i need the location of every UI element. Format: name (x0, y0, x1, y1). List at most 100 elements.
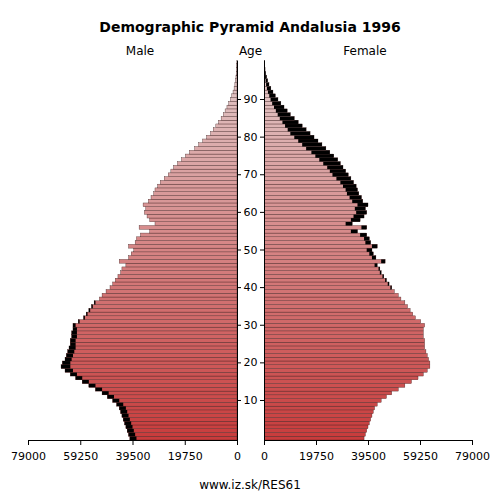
bar (225, 109, 237, 113)
excess (70, 342, 75, 346)
bar (264, 293, 398, 297)
excess (369, 252, 373, 256)
bar (264, 195, 361, 199)
excess (364, 237, 369, 241)
bar (113, 282, 237, 286)
excess (274, 105, 284, 109)
excess (84, 316, 85, 320)
tick (237, 400, 241, 401)
bar (264, 286, 392, 290)
bar (264, 169, 346, 173)
bar (264, 282, 389, 286)
excess (340, 180, 353, 184)
excess (350, 195, 362, 199)
excess (76, 376, 83, 380)
bar (102, 391, 237, 395)
bar (264, 199, 363, 203)
bar (264, 177, 351, 181)
bar (136, 237, 237, 241)
bar (86, 312, 237, 316)
bar (177, 162, 237, 166)
bar (264, 391, 392, 395)
bar (264, 432, 365, 436)
age-label: 30 (244, 319, 258, 332)
tick-label: 39500 (116, 450, 151, 463)
bar (107, 395, 237, 399)
excess (351, 218, 360, 222)
bar (95, 387, 237, 391)
tick-mark (260, 137, 264, 138)
excess (385, 278, 386, 282)
bar (264, 248, 372, 252)
bar (94, 301, 237, 305)
bar (264, 165, 343, 169)
bar (213, 128, 237, 132)
excess (361, 226, 366, 230)
bar (125, 421, 237, 425)
excess (327, 165, 343, 169)
bar (73, 327, 237, 331)
bar (264, 421, 369, 425)
bar (143, 203, 237, 207)
tick-label: 39500 (351, 450, 386, 463)
bar (151, 195, 237, 199)
bar (207, 135, 237, 139)
bar (129, 256, 237, 260)
bar (221, 116, 237, 120)
bar (264, 139, 318, 143)
excess (343, 184, 356, 188)
bar (264, 241, 371, 245)
bar (118, 274, 237, 278)
bar (102, 293, 237, 297)
bar (150, 229, 237, 233)
bar (129, 432, 237, 436)
tick: 39500 (116, 440, 151, 463)
bar (70, 342, 237, 346)
bar (264, 147, 326, 151)
series-1 (264, 60, 430, 440)
bar (148, 199, 237, 203)
bar (264, 229, 357, 233)
tick-mark (237, 212, 241, 213)
bar (264, 365, 430, 369)
bar (155, 222, 237, 226)
bar (235, 83, 237, 87)
bar (264, 218, 360, 222)
axis-line (29, 441, 238, 446)
bar (91, 305, 237, 309)
bar (70, 372, 237, 376)
tick (260, 287, 264, 288)
bar (70, 338, 237, 342)
excess (381, 259, 385, 263)
tick-mark (260, 99, 264, 100)
bar (264, 259, 385, 263)
bar (199, 143, 237, 147)
tick-mark (28, 440, 29, 445)
bar (264, 308, 410, 312)
bar (264, 425, 368, 429)
tick-mark (472, 440, 473, 445)
bar (264, 327, 423, 331)
tick: 59250 (403, 440, 438, 463)
bar (264, 173, 348, 177)
excess (388, 282, 389, 286)
bar (216, 124, 237, 128)
axis-line (265, 441, 473, 446)
excess (390, 286, 391, 290)
bar (264, 207, 365, 211)
excess (375, 263, 378, 267)
bar (218, 120, 237, 124)
bar (123, 417, 237, 421)
excess (68, 350, 75, 354)
bar (264, 252, 373, 256)
bar (264, 271, 381, 275)
title: Demographic Pyramid Andalusia 1996 (99, 19, 400, 35)
tick (260, 250, 264, 251)
tick-mark (260, 174, 264, 175)
bar (230, 98, 237, 102)
tick-mark (264, 440, 265, 445)
excess (271, 98, 278, 102)
excess (126, 425, 133, 429)
bar (72, 335, 237, 339)
bar (264, 120, 298, 124)
